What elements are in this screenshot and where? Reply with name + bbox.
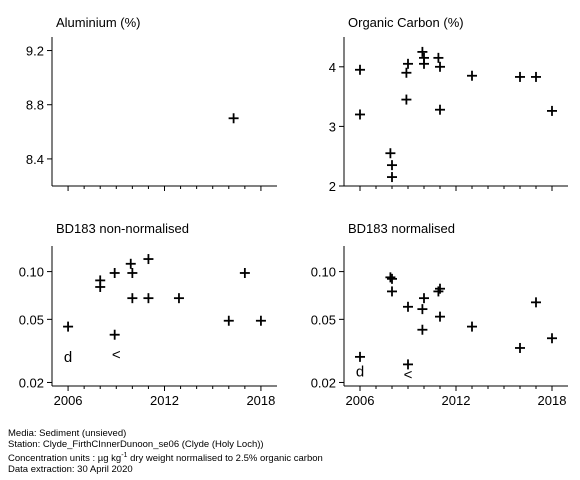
- data-point-flag: d: [64, 349, 72, 366]
- data-point: [547, 333, 557, 344]
- data-point: [401, 67, 412, 78]
- data-point: [419, 293, 429, 304]
- footer-extraction: Data extraction: 30 April 2020: [8, 464, 133, 476]
- y-tick-label: 3: [329, 119, 336, 134]
- y-tick-label: 0.02: [311, 375, 336, 390]
- y-tick-label: 0.02: [19, 375, 44, 390]
- x-tick-label: 2012: [150, 393, 179, 408]
- panel-title: Aluminium (%): [56, 15, 141, 30]
- footer-units-suffix: dry weight normalised to 2.5% organic ca…: [127, 453, 323, 465]
- footer-units: Concentration units : µg kg-1 dry weight…: [8, 450, 323, 464]
- panel-organic-carbon: Organic Carbon (%) 2 3 4: [329, 15, 568, 194]
- footer-units-superscript: -1: [121, 452, 128, 459]
- data-point: [417, 324, 428, 335]
- data-point: [417, 304, 428, 315]
- data-point: [63, 321, 74, 332]
- data-point: [355, 64, 365, 75]
- data-point: [403, 359, 413, 370]
- data-point-flag: d: [356, 363, 364, 380]
- data-point: [387, 160, 397, 171]
- data-point: [403, 301, 413, 312]
- x-tick-label: 2018: [246, 393, 275, 408]
- data-point: [355, 109, 365, 120]
- data-point: [435, 104, 445, 115]
- footer-notes: Media: Sediment (unsieved) Station: Clyd…: [8, 428, 323, 475]
- x-tick-label: 2012: [442, 393, 471, 408]
- y-tick-label: 4: [329, 60, 336, 75]
- data-point: [143, 293, 154, 304]
- footer-media: Media: Sediment (unsieved): [8, 428, 127, 439]
- footer-units-prefix: Concentration units : µg kg: [8, 453, 122, 465]
- data-point: [531, 297, 541, 308]
- data-point: [385, 272, 396, 283]
- data-point: [403, 58, 413, 69]
- panel-aluminium: Aluminium (%) 8.4 8.8 9.2: [26, 15, 277, 191]
- y-tick-label: 0.05: [311, 312, 336, 327]
- panel-bd183-normalised: BD183 normalised 0.02 0.05 0.10 2006 2012 2018…: [311, 221, 568, 408]
- data-point: [385, 148, 396, 159]
- x-tick-label: 2018: [538, 393, 567, 408]
- data-point: [125, 258, 136, 269]
- data-point: [355, 351, 365, 362]
- data-point: [435, 311, 445, 322]
- data-point: [435, 61, 445, 72]
- y-tick-label: 8.4: [26, 152, 44, 167]
- data-point: [109, 267, 120, 278]
- data-point: [417, 46, 428, 57]
- panel-title: BD183 normalised: [348, 221, 455, 236]
- y-tick-label: 0.10: [19, 265, 44, 280]
- data-point: [127, 293, 138, 304]
- data-point: [143, 254, 154, 265]
- y-tick-label: 0.05: [19, 312, 44, 327]
- data-point: [547, 105, 557, 116]
- data-point: [127, 267, 138, 278]
- x-tick-label: 2006: [54, 393, 83, 408]
- data-point: [467, 70, 477, 81]
- data-point: [433, 52, 444, 63]
- data-point: [387, 286, 397, 297]
- panel-bd183-non-normalised: BD183 non-normalised 0.02 0.05 0.10 2006 2012…: [19, 221, 277, 408]
- data-point: [387, 273, 397, 284]
- data-point: [467, 321, 477, 332]
- data-point: [109, 329, 120, 340]
- y-tick-label: 0.10: [311, 265, 336, 280]
- data-point-flag: <: [404, 366, 413, 383]
- data-point-flag: <: [112, 347, 121, 364]
- data-point: [515, 342, 525, 353]
- y-tick-label: 8.8: [26, 98, 44, 113]
- footer-station: Station: Clyde_FirthCInnerDunoon_se06 (C…: [8, 439, 264, 450]
- data-point: [95, 281, 106, 292]
- data-point: [401, 94, 412, 105]
- data-point: [239, 267, 250, 278]
- y-tick-label: 2: [329, 179, 336, 194]
- data-point: [531, 71, 541, 82]
- data-point: [419, 58, 429, 69]
- data-point: [223, 315, 234, 326]
- panel-title: BD183 non-normalised: [56, 221, 189, 236]
- data-point: [387, 172, 397, 183]
- panel-title: Organic Carbon (%): [348, 15, 464, 30]
- data-point: [228, 113, 239, 124]
- data-point: [173, 293, 184, 304]
- data-point: [255, 315, 266, 326]
- y-tick-label: 9.2: [26, 44, 44, 59]
- data-point: [515, 71, 525, 82]
- x-tick-label: 2006: [346, 393, 375, 408]
- data-point: [435, 283, 445, 294]
